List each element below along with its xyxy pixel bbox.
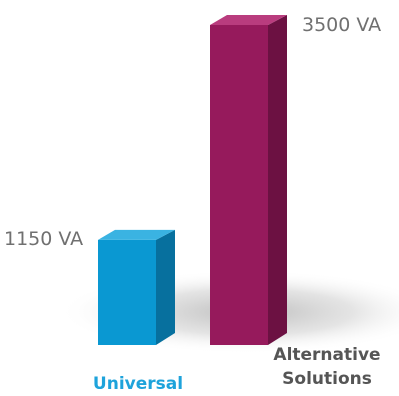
labels-group: 1150 VA Universal 3500 VA Alternative Soluti… <box>4 14 381 394</box>
bar-alternative-solutions-side <box>268 15 287 345</box>
bar-alternative-solutions-top <box>210 15 287 25</box>
bar-universal-side <box>156 229 175 345</box>
category-label-universal: Universal <box>93 374 183 394</box>
value-label-alternative-solutions: 3500 VA <box>302 14 381 36</box>
bar-universal <box>98 229 175 345</box>
bar-alternative-solutions-front <box>210 25 268 345</box>
bar-universal-front <box>98 239 156 345</box>
category-label-alternative-solutions: Alternative Solutions <box>273 345 380 389</box>
value-label-universal: 1150 VA <box>4 228 83 250</box>
bars-group <box>98 15 287 345</box>
bar-alternative-solutions <box>210 15 287 345</box>
bar-universal-top <box>98 229 175 240</box>
